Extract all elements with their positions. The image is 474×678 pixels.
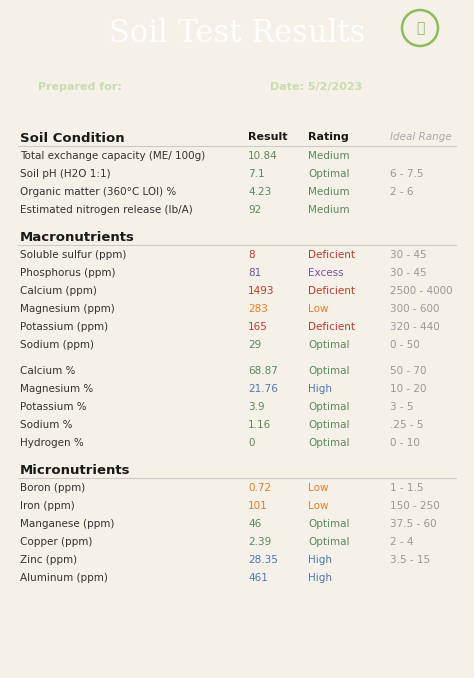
Text: Potassium %: Potassium % (20, 402, 87, 412)
Text: Deficient: Deficient (308, 250, 355, 260)
Text: Low: Low (308, 501, 328, 511)
Text: 81: 81 (248, 268, 261, 278)
Text: Potassium (ppm): Potassium (ppm) (20, 322, 108, 332)
Text: 50 - 70: 50 - 70 (390, 366, 427, 376)
Text: 2 - 4: 2 - 4 (390, 537, 413, 547)
Text: Sodium %: Sodium % (20, 420, 73, 430)
Text: 3.9: 3.9 (248, 402, 264, 412)
Text: 2500 - 4000: 2500 - 4000 (390, 286, 453, 296)
Text: 2 - 6: 2 - 6 (390, 187, 413, 197)
Text: 101: 101 (248, 501, 268, 511)
Text: 283: 283 (248, 304, 268, 314)
Text: Medium: Medium (308, 205, 350, 215)
Text: 7.1: 7.1 (248, 169, 264, 179)
Text: Rating: Rating (308, 132, 349, 142)
Text: Soil Condition: Soil Condition (20, 132, 125, 145)
Text: 4.23: 4.23 (248, 187, 271, 197)
Text: 320 - 440: 320 - 440 (390, 322, 440, 332)
Text: Micronutrients: Micronutrients (20, 464, 130, 477)
Text: 0: 0 (248, 438, 255, 448)
Text: Sodium (ppm): Sodium (ppm) (20, 340, 94, 350)
Text: 29: 29 (248, 340, 261, 350)
Text: Prepared for:: Prepared for: (38, 82, 122, 92)
Text: Iron (ppm): Iron (ppm) (20, 501, 75, 511)
Text: High: High (308, 555, 332, 565)
Text: 2.39: 2.39 (248, 537, 271, 547)
Text: Phosphorus (ppm): Phosphorus (ppm) (20, 268, 116, 278)
Text: 1.16: 1.16 (248, 420, 271, 430)
Text: Result: Result (248, 132, 288, 142)
Text: 28.35: 28.35 (248, 555, 278, 565)
Text: 6 - 7.5: 6 - 7.5 (390, 169, 423, 179)
Text: .25 - 5: .25 - 5 (390, 420, 423, 430)
Text: 3.5 - 15: 3.5 - 15 (390, 555, 430, 565)
Text: 10 - 20: 10 - 20 (390, 384, 427, 394)
Text: 8: 8 (248, 250, 255, 260)
Text: Optimal: Optimal (308, 519, 349, 529)
Text: 3 - 5: 3 - 5 (390, 402, 413, 412)
Text: Soluble sulfur (ppm): Soluble sulfur (ppm) (20, 250, 127, 260)
Text: 10.84: 10.84 (248, 151, 278, 161)
Text: Optimal: Optimal (308, 366, 349, 376)
Text: Medium: Medium (308, 151, 350, 161)
Text: Magnesium (ppm): Magnesium (ppm) (20, 304, 115, 314)
Text: Manganese (ppm): Manganese (ppm) (20, 519, 114, 529)
Text: 150 - 250: 150 - 250 (390, 501, 440, 511)
Text: 30 - 45: 30 - 45 (390, 268, 427, 278)
Text: Optimal: Optimal (308, 169, 349, 179)
Text: Optimal: Optimal (308, 340, 349, 350)
Text: Excess: Excess (308, 268, 344, 278)
Text: Boron (ppm): Boron (ppm) (20, 483, 85, 493)
Text: Soil pH (H2O 1:1): Soil pH (H2O 1:1) (20, 169, 110, 179)
Text: High: High (308, 573, 332, 583)
Text: Optimal: Optimal (308, 420, 349, 430)
Text: Ideal Range: Ideal Range (390, 132, 452, 142)
Text: High: High (308, 384, 332, 394)
Text: Estimated nitrogen release (lb/A): Estimated nitrogen release (lb/A) (20, 205, 193, 215)
Text: Hydrogen %: Hydrogen % (20, 438, 84, 448)
Text: 1493: 1493 (248, 286, 274, 296)
Text: Calcium %: Calcium % (20, 366, 75, 376)
Text: Deficient: Deficient (308, 322, 355, 332)
Text: Low: Low (308, 304, 328, 314)
Text: Medium: Medium (308, 187, 350, 197)
Text: 0 - 50: 0 - 50 (390, 340, 420, 350)
Text: Organic matter (360°C LOI) %: Organic matter (360°C LOI) % (20, 187, 176, 197)
Text: 37.5 - 60: 37.5 - 60 (390, 519, 437, 529)
Text: 1 - 1.5: 1 - 1.5 (390, 483, 423, 493)
Text: 92: 92 (248, 205, 261, 215)
Text: 21.76: 21.76 (248, 384, 278, 394)
Text: 0 - 10: 0 - 10 (390, 438, 420, 448)
Text: Zinc (ppm): Zinc (ppm) (20, 555, 77, 565)
Text: Total exchange capacity (ME/ 100g): Total exchange capacity (ME/ 100g) (20, 151, 205, 161)
Text: 30 - 45: 30 - 45 (390, 250, 427, 260)
Text: Optimal: Optimal (308, 402, 349, 412)
Text: Aluminum (ppm): Aluminum (ppm) (20, 573, 108, 583)
Text: Optimal: Optimal (308, 537, 349, 547)
Text: Copper (ppm): Copper (ppm) (20, 537, 92, 547)
Text: 461: 461 (248, 573, 268, 583)
Text: 68.87: 68.87 (248, 366, 278, 376)
Text: Low: Low (308, 483, 328, 493)
Text: Date: 5/2/2023: Date: 5/2/2023 (270, 82, 362, 92)
Text: Calcium (ppm): Calcium (ppm) (20, 286, 97, 296)
Text: Soil Test Results: Soil Test Results (109, 18, 365, 49)
Text: Optimal: Optimal (308, 438, 349, 448)
Text: 300 - 600: 300 - 600 (390, 304, 439, 314)
Text: Magnesium %: Magnesium % (20, 384, 93, 394)
Text: 0.72: 0.72 (248, 483, 271, 493)
Text: 🌱: 🌱 (416, 21, 424, 35)
Text: 46: 46 (248, 519, 261, 529)
Text: Macronutrients: Macronutrients (20, 231, 135, 244)
Text: Deficient: Deficient (308, 286, 355, 296)
Text: 165: 165 (248, 322, 268, 332)
